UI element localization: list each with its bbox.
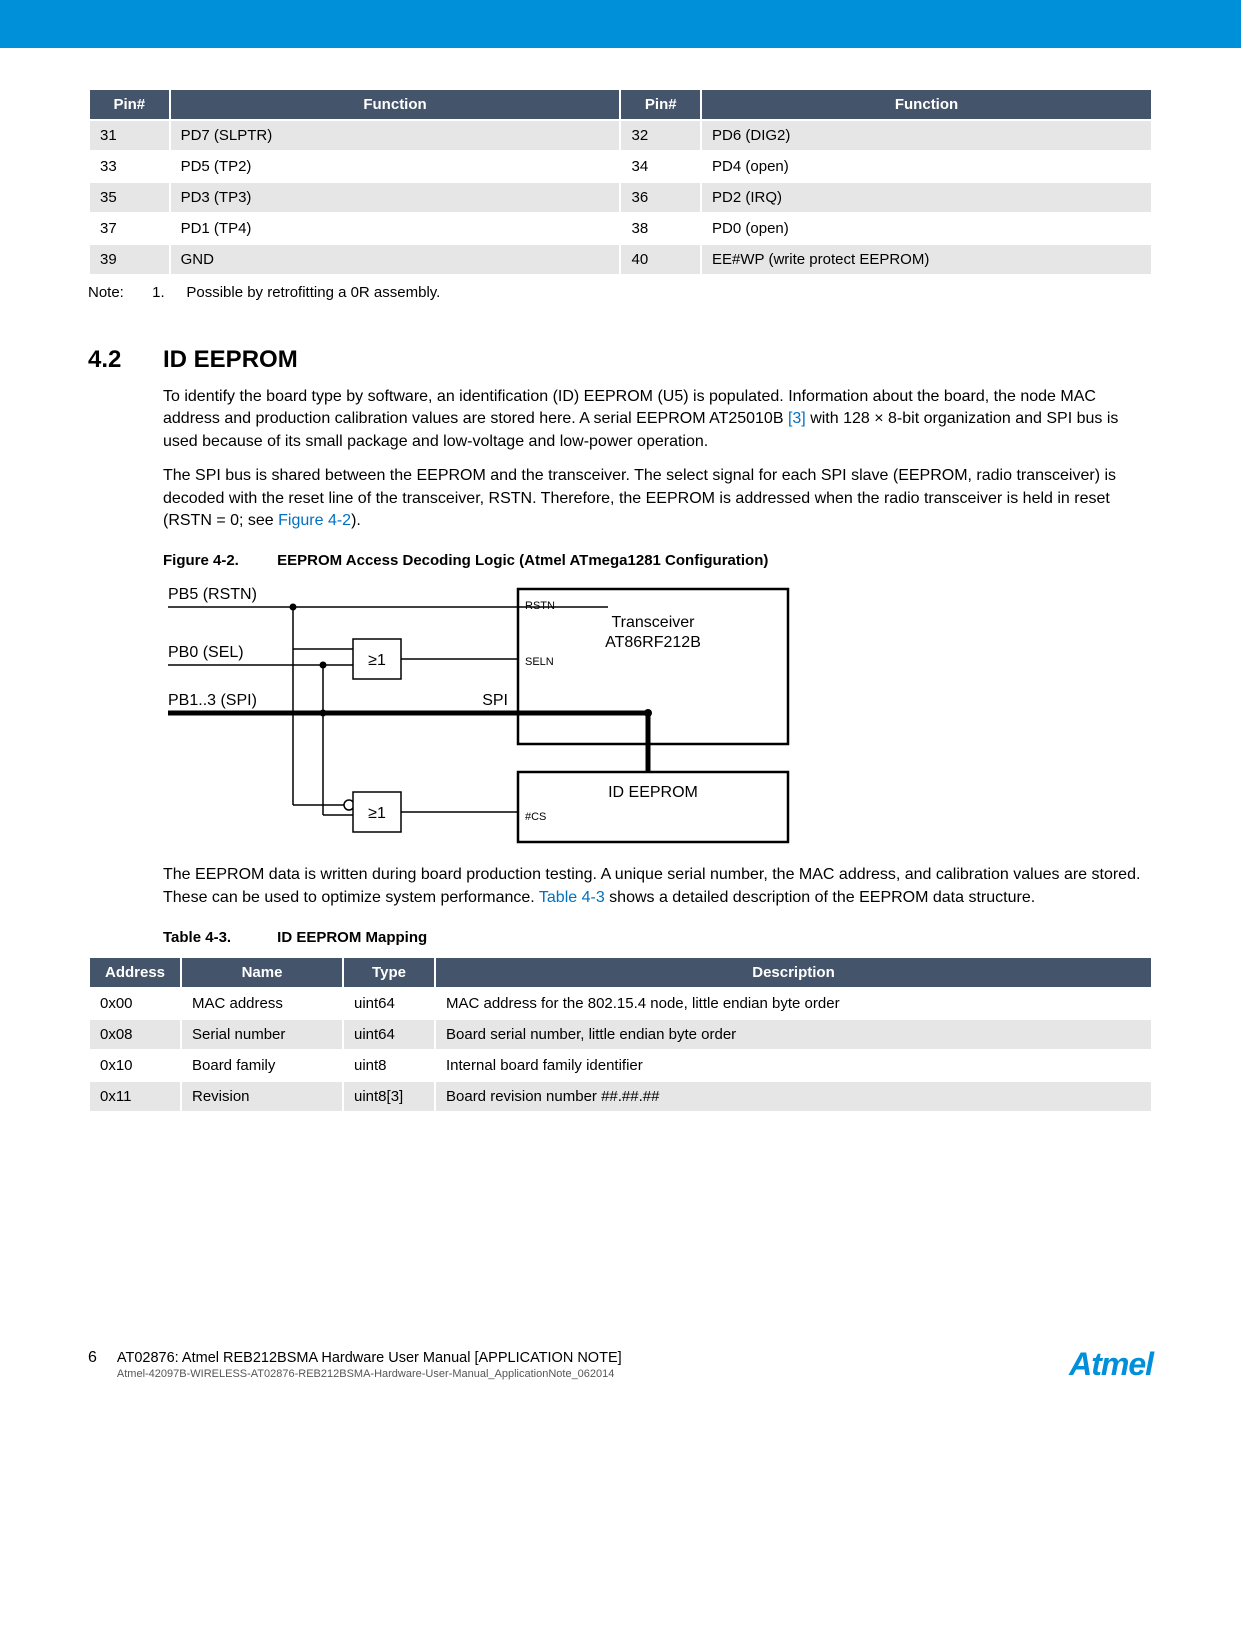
- table-ref-4-3[interactable]: Table 4-3: [539, 889, 605, 906]
- note-text: Possible by retrofitting a 0R assembly.: [186, 284, 440, 301]
- cell-type: uint8[3]: [344, 1082, 434, 1111]
- cell-function: PD6 (DIG2): [702, 121, 1151, 150]
- cell-function: PD4 (open): [702, 152, 1151, 181]
- table-caption: Table 4-3. ID EEPROM Mapping: [163, 929, 1153, 946]
- note-label: Note:: [88, 284, 148, 301]
- cell-name: Board family: [182, 1051, 342, 1080]
- cell-function: PD3 (TP3): [171, 183, 620, 212]
- th-address: Address: [90, 958, 180, 987]
- section-heading: 4.2 ID EEPROM: [88, 346, 1153, 374]
- section-number: 4.2: [88, 346, 163, 374]
- gate-lower-label: ≥1: [368, 805, 386, 822]
- cell-function: PD0 (open): [702, 214, 1151, 243]
- eeprom-mapping-table: Address Name Type Description 0x00MAC ad…: [88, 956, 1153, 1113]
- th-type: Type: [344, 958, 434, 987]
- table-row: 35PD3 (TP3)36PD2 (IRQ): [90, 183, 1151, 212]
- figure-label: Figure 4-2.: [163, 552, 273, 569]
- table-row: 37PD1 (TP4)38PD0 (open): [90, 214, 1151, 243]
- cell-pin: 40: [621, 245, 700, 274]
- cell-function: PD2 (IRQ): [702, 183, 1151, 212]
- cell-description: Board serial number, little endian byte …: [436, 1020, 1151, 1049]
- th-func2: Function: [702, 90, 1151, 119]
- cell-pin: 35: [90, 183, 169, 212]
- label-pb13: PB1..3 (SPI): [168, 692, 257, 709]
- table-row: 0x10Board familyuint8Internal board fami…: [90, 1051, 1151, 1080]
- trx-label1: Transceiver: [612, 614, 696, 631]
- reference-link-3[interactable]: [3]: [788, 410, 806, 427]
- table-row: 31PD7 (SLPTR)32PD6 (DIG2): [90, 121, 1151, 150]
- figure-title: EEPROM Access Decoding Logic (Atmel ATme…: [277, 552, 768, 569]
- table-row: 33PD5 (TP2)34PD4 (open): [90, 152, 1151, 181]
- cell-address: 0x08: [90, 1020, 180, 1049]
- table-row: 0x08Serial numberuint64Board serial numb…: [90, 1020, 1151, 1049]
- gate-upper-label: ≥1: [368, 652, 386, 669]
- trx-label2: AT86RF212B: [605, 634, 701, 651]
- cell-type: uint8: [344, 1051, 434, 1080]
- cell-type: uint64: [344, 989, 434, 1018]
- cell-function: PD1 (TP4): [171, 214, 620, 243]
- table-header-row: Pin# Function Pin# Function: [90, 90, 1151, 119]
- cell-name: Serial number: [182, 1020, 342, 1049]
- th-pin1: Pin#: [90, 90, 169, 119]
- page-footer: 6 AT02876: Atmel REB212BSMA Hardware Use…: [0, 1346, 1241, 1383]
- cell-pin: 39: [90, 245, 169, 274]
- figure-caption: Figure 4-2. EEPROM Access Decoding Logic…: [163, 552, 1153, 569]
- figure-ref-4-2[interactable]: Figure 4-2: [278, 512, 351, 529]
- spi-label: SPI: [482, 692, 508, 709]
- paragraph-1: To identify the board type by software, …: [163, 386, 1153, 453]
- table-row: 0x00MAC addressuint64MAC address for the…: [90, 989, 1151, 1018]
- table-note: Note: 1. Possible by retrofitting a 0R a…: [88, 284, 1153, 301]
- cell-address: 0x11: [90, 1082, 180, 1111]
- atmel-logo: Atmel: [1069, 1346, 1153, 1383]
- cell-description: MAC address for the 802.15.4 node, littl…: [436, 989, 1151, 1018]
- paragraph-2: The SPI bus is shared between the EEPROM…: [163, 465, 1153, 532]
- logic-diagram: PB5 (RSTN) PB0 (SEL) PB1..3 (SPI) ≥1: [163, 577, 1153, 852]
- table-label: Table 4-3.: [163, 929, 273, 946]
- th-name: Name: [182, 958, 342, 987]
- cell-type: uint64: [344, 1020, 434, 1049]
- para2-text-b: ).: [351, 512, 361, 529]
- doc-subtitle: Atmel-42097B-WIRELESS-AT02876-REB212BSMA…: [117, 1368, 622, 1380]
- cell-pin: 36: [621, 183, 700, 212]
- cell-address: 0x10: [90, 1051, 180, 1080]
- cell-description: Internal board family identifier: [436, 1051, 1151, 1080]
- cell-address: 0x00: [90, 989, 180, 1018]
- table-row: 39GND40EE#WP (write protect EEPROM): [90, 245, 1151, 274]
- cell-pin: 37: [90, 214, 169, 243]
- cell-function: GND: [171, 245, 620, 274]
- th-pin2: Pin#: [621, 90, 700, 119]
- cell-function: PD5 (TP2): [171, 152, 620, 181]
- doc-title: AT02876: Atmel REB212BSMA Hardware User …: [117, 1349, 622, 1368]
- para3-text-b: shows a detailed description of the EEPR…: [605, 889, 1035, 906]
- label-pb5: PB5 (RSTN): [168, 586, 257, 603]
- label-pb0: PB0 (SEL): [168, 644, 244, 661]
- trx-rstn-pin: RSTN: [525, 600, 555, 612]
- cell-name: Revision: [182, 1082, 342, 1111]
- section-title: ID EEPROM: [163, 346, 298, 374]
- table-row: 0x11Revisionuint8[3]Board revision numbe…: [90, 1082, 1151, 1111]
- table-title: ID EEPROM Mapping: [277, 929, 427, 946]
- paragraph-3: The EEPROM data is written during board …: [163, 864, 1153, 909]
- cell-pin: 38: [621, 214, 700, 243]
- cell-function: PD7 (SLPTR): [171, 121, 620, 150]
- note-number: 1.: [152, 284, 182, 301]
- page-number: 6: [88, 1349, 97, 1367]
- cell-pin: 31: [90, 121, 169, 150]
- cell-pin: 33: [90, 152, 169, 181]
- header-accent-bar: [0, 0, 1241, 48]
- cell-name: MAC address: [182, 989, 342, 1018]
- eeprom-cs-pin: #CS: [525, 811, 546, 823]
- cell-pin: 32: [621, 121, 700, 150]
- th-desc: Description: [436, 958, 1151, 987]
- table-header-row: Address Name Type Description: [90, 958, 1151, 987]
- cell-function: EE#WP (write protect EEPROM): [702, 245, 1151, 274]
- trx-seln-pin: SELN: [525, 656, 554, 668]
- pin-table: Pin# Function Pin# Function 31PD7 (SLPTR…: [88, 88, 1153, 276]
- page-content: Pin# Function Pin# Function 31PD7 (SLPTR…: [0, 48, 1241, 1433]
- eeprom-label: ID EEPROM: [608, 784, 698, 801]
- cell-description: Board revision number ##.##.##: [436, 1082, 1151, 1111]
- cell-pin: 34: [621, 152, 700, 181]
- th-func1: Function: [171, 90, 620, 119]
